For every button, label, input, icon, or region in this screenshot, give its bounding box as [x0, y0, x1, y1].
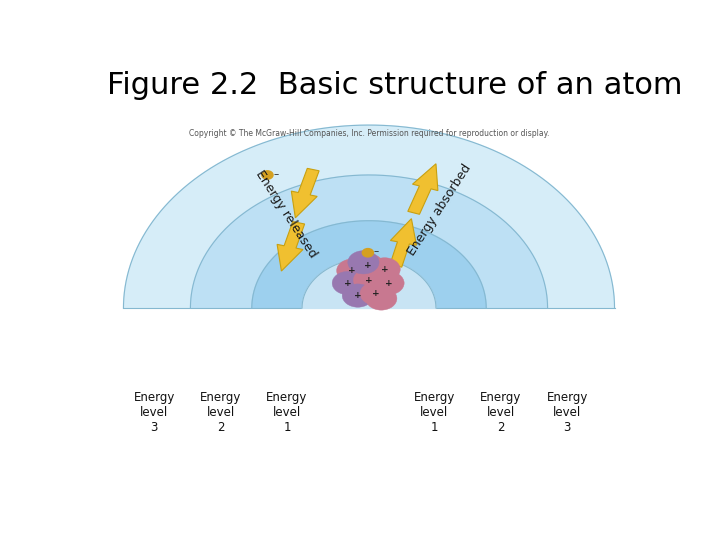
Polygon shape	[252, 221, 486, 308]
Polygon shape	[302, 258, 436, 308]
Text: Energy absorbed: Energy absorbed	[405, 162, 474, 259]
Text: Copyright © The McGraw-Hill Companies, Inc. Permission required for reproduction: Copyright © The McGraw-Hill Companies, I…	[189, 129, 549, 138]
Text: +: +	[364, 261, 372, 269]
Polygon shape	[390, 219, 416, 267]
Circle shape	[362, 248, 374, 257]
Polygon shape	[302, 258, 436, 308]
Circle shape	[342, 284, 374, 307]
Circle shape	[373, 272, 404, 295]
Text: Energy
level
1: Energy level 1	[266, 391, 307, 434]
Polygon shape	[190, 175, 548, 308]
Text: +: +	[348, 266, 356, 275]
Polygon shape	[292, 168, 319, 218]
Text: +: +	[354, 291, 361, 300]
Text: Energy
level
2: Energy level 2	[200, 391, 241, 434]
Text: +: +	[365, 276, 373, 285]
Text: +: +	[381, 265, 388, 274]
Circle shape	[352, 254, 384, 277]
Circle shape	[348, 251, 379, 274]
Polygon shape	[124, 125, 615, 308]
Circle shape	[337, 259, 368, 282]
Circle shape	[366, 287, 397, 310]
Circle shape	[262, 171, 273, 179]
Polygon shape	[408, 164, 438, 214]
Circle shape	[332, 272, 364, 295]
Text: Energy
level
2: Energy level 2	[480, 391, 521, 434]
Polygon shape	[277, 221, 305, 271]
Text: –: –	[273, 168, 279, 179]
Text: +: +	[384, 279, 392, 288]
Text: Energy released: Energy released	[253, 168, 320, 261]
Circle shape	[360, 282, 392, 305]
Text: Energy
level
1: Energy level 1	[413, 391, 455, 434]
Text: Energy
level
3: Energy level 3	[133, 391, 175, 434]
Text: –: –	[374, 246, 379, 256]
Text: Figure 2.2  Basic structure of an atom: Figure 2.2 Basic structure of an atom	[107, 71, 683, 100]
Circle shape	[369, 258, 400, 281]
Circle shape	[354, 268, 384, 292]
Text: Energy
level
3: Energy level 3	[546, 391, 588, 434]
Text: +: +	[372, 289, 379, 298]
Text: +: +	[344, 279, 351, 288]
